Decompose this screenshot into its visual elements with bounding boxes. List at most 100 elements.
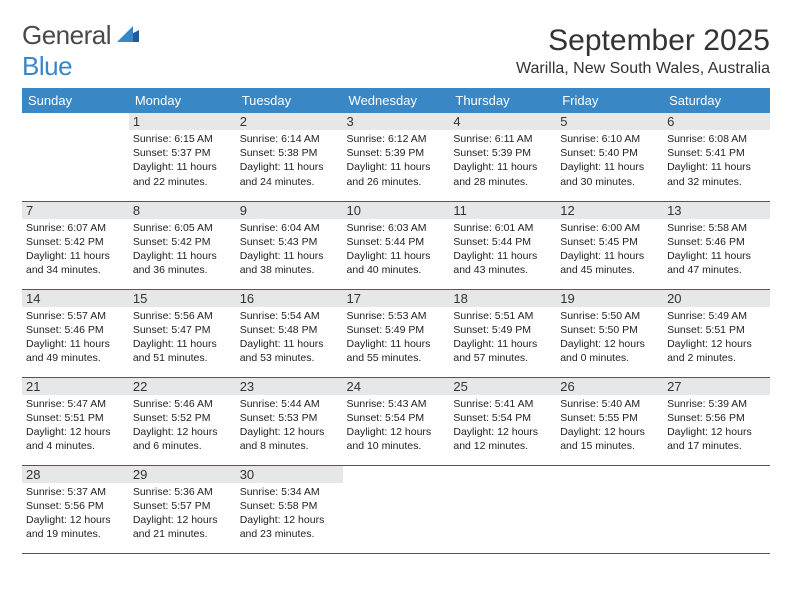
- sunset-line: Sunset: 5:49 PM: [347, 323, 446, 337]
- sunrise-line: Sunrise: 6:03 AM: [347, 221, 446, 235]
- calendar-cell: 9Sunrise: 6:04 AMSunset: 5:43 PMDaylight…: [236, 201, 343, 289]
- sunrise-line: Sunrise: 6:10 AM: [560, 132, 659, 146]
- daylight-line: Daylight: 12 hours and 2 minutes.: [667, 337, 766, 365]
- cell-details: Sunrise: 6:00 AMSunset: 5:45 PMDaylight:…: [560, 221, 659, 278]
- sunrise-line: Sunrise: 5:40 AM: [560, 397, 659, 411]
- daylight-line: Daylight: 11 hours and 53 minutes.: [240, 337, 339, 365]
- calendar-cell: 27 Sunrise: 5:39 AMSunset: 5:56 PMDayligh…: [663, 377, 770, 465]
- calendar-row: 1Sunrise: 6:15 AMSunset: 5:37 PMDaylight…: [22, 113, 770, 201]
- daylight-line: Daylight: 11 hours and 51 minutes.: [133, 337, 232, 365]
- day-number: 2: [236, 113, 343, 130]
- cell-details: Sunrise: 5:49 AMSunset: 5:51 PMDaylight:…: [667, 309, 766, 366]
- sunset-line: Sunset: 5:58 PM: [240, 499, 339, 513]
- day-number: 20: [663, 290, 770, 307]
- day-number: 16: [236, 290, 343, 307]
- calendar-cell: 1Sunrise: 6:15 AMSunset: 5:37 PMDaylight…: [129, 113, 236, 201]
- cell-details: Sunrise: 5:58 AMSunset: 5:46 PMDaylight:…: [667, 221, 766, 278]
- calendar-cell: 5Sunrise: 6:10 AMSunset: 5:40 PMDaylight…: [556, 113, 663, 201]
- sunrise-line: Sunrise: 5:47 AM: [26, 397, 125, 411]
- sunset-line: Sunset: 5:39 PM: [347, 146, 446, 160]
- sunset-line: Sunset: 5:57 PM: [133, 499, 232, 513]
- calendar-row: 28 Sunrise: 5:37 AMSunset: 5:56 PMDayligh…: [22, 465, 770, 553]
- sunrise-line: Sunrise: 5:39 AM: [667, 397, 766, 411]
- cell-details: Sunrise: 5:34 AMSunset: 5:58 PMDaylight:…: [240, 485, 339, 542]
- sunrise-line: Sunrise: 5:43 AM: [347, 397, 446, 411]
- cell-details: Sunrise: 5:46 AMSunset: 5:52 PMDaylight:…: [133, 397, 232, 454]
- calendar-cell: 6Sunrise: 6:08 AMSunset: 5:41 PMDaylight…: [663, 113, 770, 201]
- daylight-line: Daylight: 11 hours and 55 minutes.: [347, 337, 446, 365]
- cell-details: Sunrise: 5:41 AMSunset: 5:54 PMDaylight:…: [453, 397, 552, 454]
- cell-details: Sunrise: 6:03 AMSunset: 5:44 PMDaylight:…: [347, 221, 446, 278]
- sunset-line: Sunset: 5:40 PM: [560, 146, 659, 160]
- calendar-row: 14Sunrise: 5:57 AMSunset: 5:46 PMDayligh…: [22, 289, 770, 377]
- cell-details: Sunrise: 6:05 AMSunset: 5:42 PMDaylight:…: [133, 221, 232, 278]
- day-number: 12: [556, 202, 663, 219]
- day-number: 23: [236, 378, 343, 395]
- sunset-line: Sunset: 5:42 PM: [26, 235, 125, 249]
- weekday-header-row: Sunday Monday Tuesday Wednesday Thursday…: [22, 88, 770, 113]
- daylight-line: Daylight: 11 hours and 26 minutes.: [347, 160, 446, 188]
- day-number: 27: [663, 378, 770, 395]
- logo: General Blue: [22, 20, 143, 82]
- calendar-row: 7Sunrise: 6:07 AMSunset: 5:42 PMDaylight…: [22, 201, 770, 289]
- calendar-cell: 22Sunrise: 5:46 AMSunset: 5:52 PMDayligh…: [129, 377, 236, 465]
- cell-details: Sunrise: 5:37 AMSunset: 5:56 PMDaylight:…: [26, 485, 125, 542]
- calendar-cell: 23Sunrise: 5:44 AMSunset: 5:53 PMDayligh…: [236, 377, 343, 465]
- sunset-line: Sunset: 5:46 PM: [667, 235, 766, 249]
- sunrise-line: Sunrise: 6:08 AM: [667, 132, 766, 146]
- calendar-cell: 29Sunrise: 5:36 AMSunset: 5:57 PMDayligh…: [129, 465, 236, 553]
- page: General Blue September 2025 Warilla, New…: [0, 0, 792, 612]
- sunset-line: Sunset: 5:56 PM: [26, 499, 125, 513]
- cell-details: Sunrise: 5:36 AMSunset: 5:57 PMDaylight:…: [133, 485, 232, 542]
- cell-details: Sunrise: 5:57 AMSunset: 5:46 PMDaylight:…: [26, 309, 125, 366]
- calendar-cell: [556, 465, 663, 553]
- sunrise-line: Sunrise: 6:11 AM: [453, 132, 552, 146]
- daylight-line: Daylight: 11 hours and 36 minutes.: [133, 249, 232, 277]
- cell-details: Sunrise: 6:07 AMSunset: 5:42 PMDaylight:…: [26, 221, 125, 278]
- sunset-line: Sunset: 5:54 PM: [453, 411, 552, 425]
- sunrise-line: Sunrise: 5:49 AM: [667, 309, 766, 323]
- day-number: 26: [556, 378, 663, 395]
- weekday-header: Friday: [556, 88, 663, 113]
- cell-details: Sunrise: 5:51 AMSunset: 5:49 PMDaylight:…: [453, 309, 552, 366]
- day-number: 10: [343, 202, 450, 219]
- sunset-line: Sunset: 5:38 PM: [240, 146, 339, 160]
- sunset-line: Sunset: 5:43 PM: [240, 235, 339, 249]
- weekday-header: Monday: [129, 88, 236, 113]
- calendar-cell: 17Sunrise: 5:53 AMSunset: 5:49 PMDayligh…: [343, 289, 450, 377]
- sunrise-line: Sunrise: 6:04 AM: [240, 221, 339, 235]
- sunset-line: Sunset: 5:42 PM: [133, 235, 232, 249]
- calendar-cell: 12 Sunrise: 6:00 AMSunset: 5:45 PMDayligh…: [556, 201, 663, 289]
- day-number: 28: [22, 466, 129, 483]
- cell-details: Sunrise: 5:47 AMSunset: 5:51 PMDaylight:…: [26, 397, 125, 454]
- calendar-cell: [663, 465, 770, 553]
- sunset-line: Sunset: 5:45 PM: [560, 235, 659, 249]
- sunrise-line: Sunrise: 5:34 AM: [240, 485, 339, 499]
- calendar-cell: 20 Sunrise: 5:49 AMSunset: 5:51 PMDayligh…: [663, 289, 770, 377]
- daylight-line: Daylight: 12 hours and 21 minutes.: [133, 513, 232, 541]
- day-number: 3: [343, 113, 450, 130]
- sunrise-line: Sunrise: 6:05 AM: [133, 221, 232, 235]
- daylight-line: Daylight: 12 hours and 19 minutes.: [26, 513, 125, 541]
- daylight-line: Daylight: 12 hours and 15 minutes.: [560, 425, 659, 453]
- sunset-line: Sunset: 5:52 PM: [133, 411, 232, 425]
- cell-details: Sunrise: 5:56 AMSunset: 5:47 PMDaylight:…: [133, 309, 232, 366]
- cell-details: Sunrise: 6:08 AMSunset: 5:41 PMDaylight:…: [667, 132, 766, 189]
- sunset-line: Sunset: 5:39 PM: [453, 146, 552, 160]
- sunrise-line: Sunrise: 5:41 AM: [453, 397, 552, 411]
- page-title: September 2025: [516, 24, 770, 58]
- daylight-line: Daylight: 11 hours and 32 minutes.: [667, 160, 766, 188]
- daylight-line: Daylight: 12 hours and 6 minutes.: [133, 425, 232, 453]
- calendar-cell: 4Sunrise: 6:11 AMSunset: 5:39 PMDaylight…: [449, 113, 556, 201]
- cell-details: Sunrise: 6:01 AMSunset: 5:44 PMDaylight:…: [453, 221, 552, 278]
- daylight-line: Daylight: 11 hours and 28 minutes.: [453, 160, 552, 188]
- sunset-line: Sunset: 5:41 PM: [667, 146, 766, 160]
- cell-details: Sunrise: 5:39 AMSunset: 5:56 PMDaylight:…: [667, 397, 766, 454]
- cell-details: Sunrise: 5:43 AMSunset: 5:54 PMDaylight:…: [347, 397, 446, 454]
- sunrise-line: Sunrise: 5:50 AM: [560, 309, 659, 323]
- cell-details: Sunrise: 6:12 AMSunset: 5:39 PMDaylight:…: [347, 132, 446, 189]
- sunset-line: Sunset: 5:51 PM: [667, 323, 766, 337]
- calendar-row: 21Sunrise: 5:47 AMSunset: 5:51 PMDayligh…: [22, 377, 770, 465]
- day-number: 30: [236, 466, 343, 483]
- daylight-line: Daylight: 12 hours and 8 minutes.: [240, 425, 339, 453]
